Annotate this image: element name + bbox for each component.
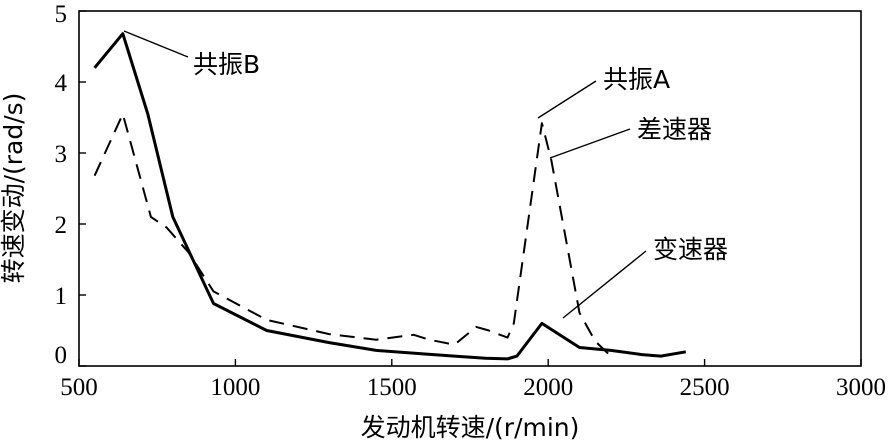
annotation-resonance-b-leader: [123, 30, 189, 58]
series-line-transmission: [93, 32, 687, 361]
plot-frame: [78, 10, 862, 367]
annotation-transmission-leader: [562, 250, 647, 319]
annotation-resonance-a-leader: [537, 80, 597, 119]
x-tick-label: 3000: [836, 374, 886, 401]
annotation-resonance-a: 共振A: [603, 65, 670, 94]
plot-border: [78, 10, 862, 367]
x-tick-label: 1500: [367, 374, 417, 401]
y-tick-label: 2: [55, 212, 68, 239]
y-tick-label: 3: [55, 141, 68, 168]
y-tick-label: 5: [55, 1, 68, 28]
annotation-resonance-b: 共振B: [193, 50, 260, 79]
x-tick-label: 500: [60, 374, 98, 401]
y-tick-label: 0: [55, 342, 68, 369]
y-axis-label: 转速变动/(rad/s): [0, 93, 28, 284]
annotation-transmission: 变速器: [653, 235, 728, 264]
y-tick-label: 1: [55, 283, 68, 310]
series-line-differential: [93, 113, 612, 357]
x-tick-label: 2500: [680, 374, 730, 401]
y-tick-label: 4: [55, 70, 68, 97]
axis-ticks: 500 1000 1500 2000 2500 3000 0 1 2 3 4 5: [55, 1, 887, 401]
annotation-differential: 差速器: [637, 115, 712, 144]
annotation-differential-leader: [549, 128, 631, 159]
x-tick-label: 1000: [210, 374, 260, 401]
x-axis-label: 发动机转速/(r/min): [361, 413, 580, 442]
series-lines: [93, 32, 687, 361]
x-tick-label: 2000: [523, 374, 573, 401]
